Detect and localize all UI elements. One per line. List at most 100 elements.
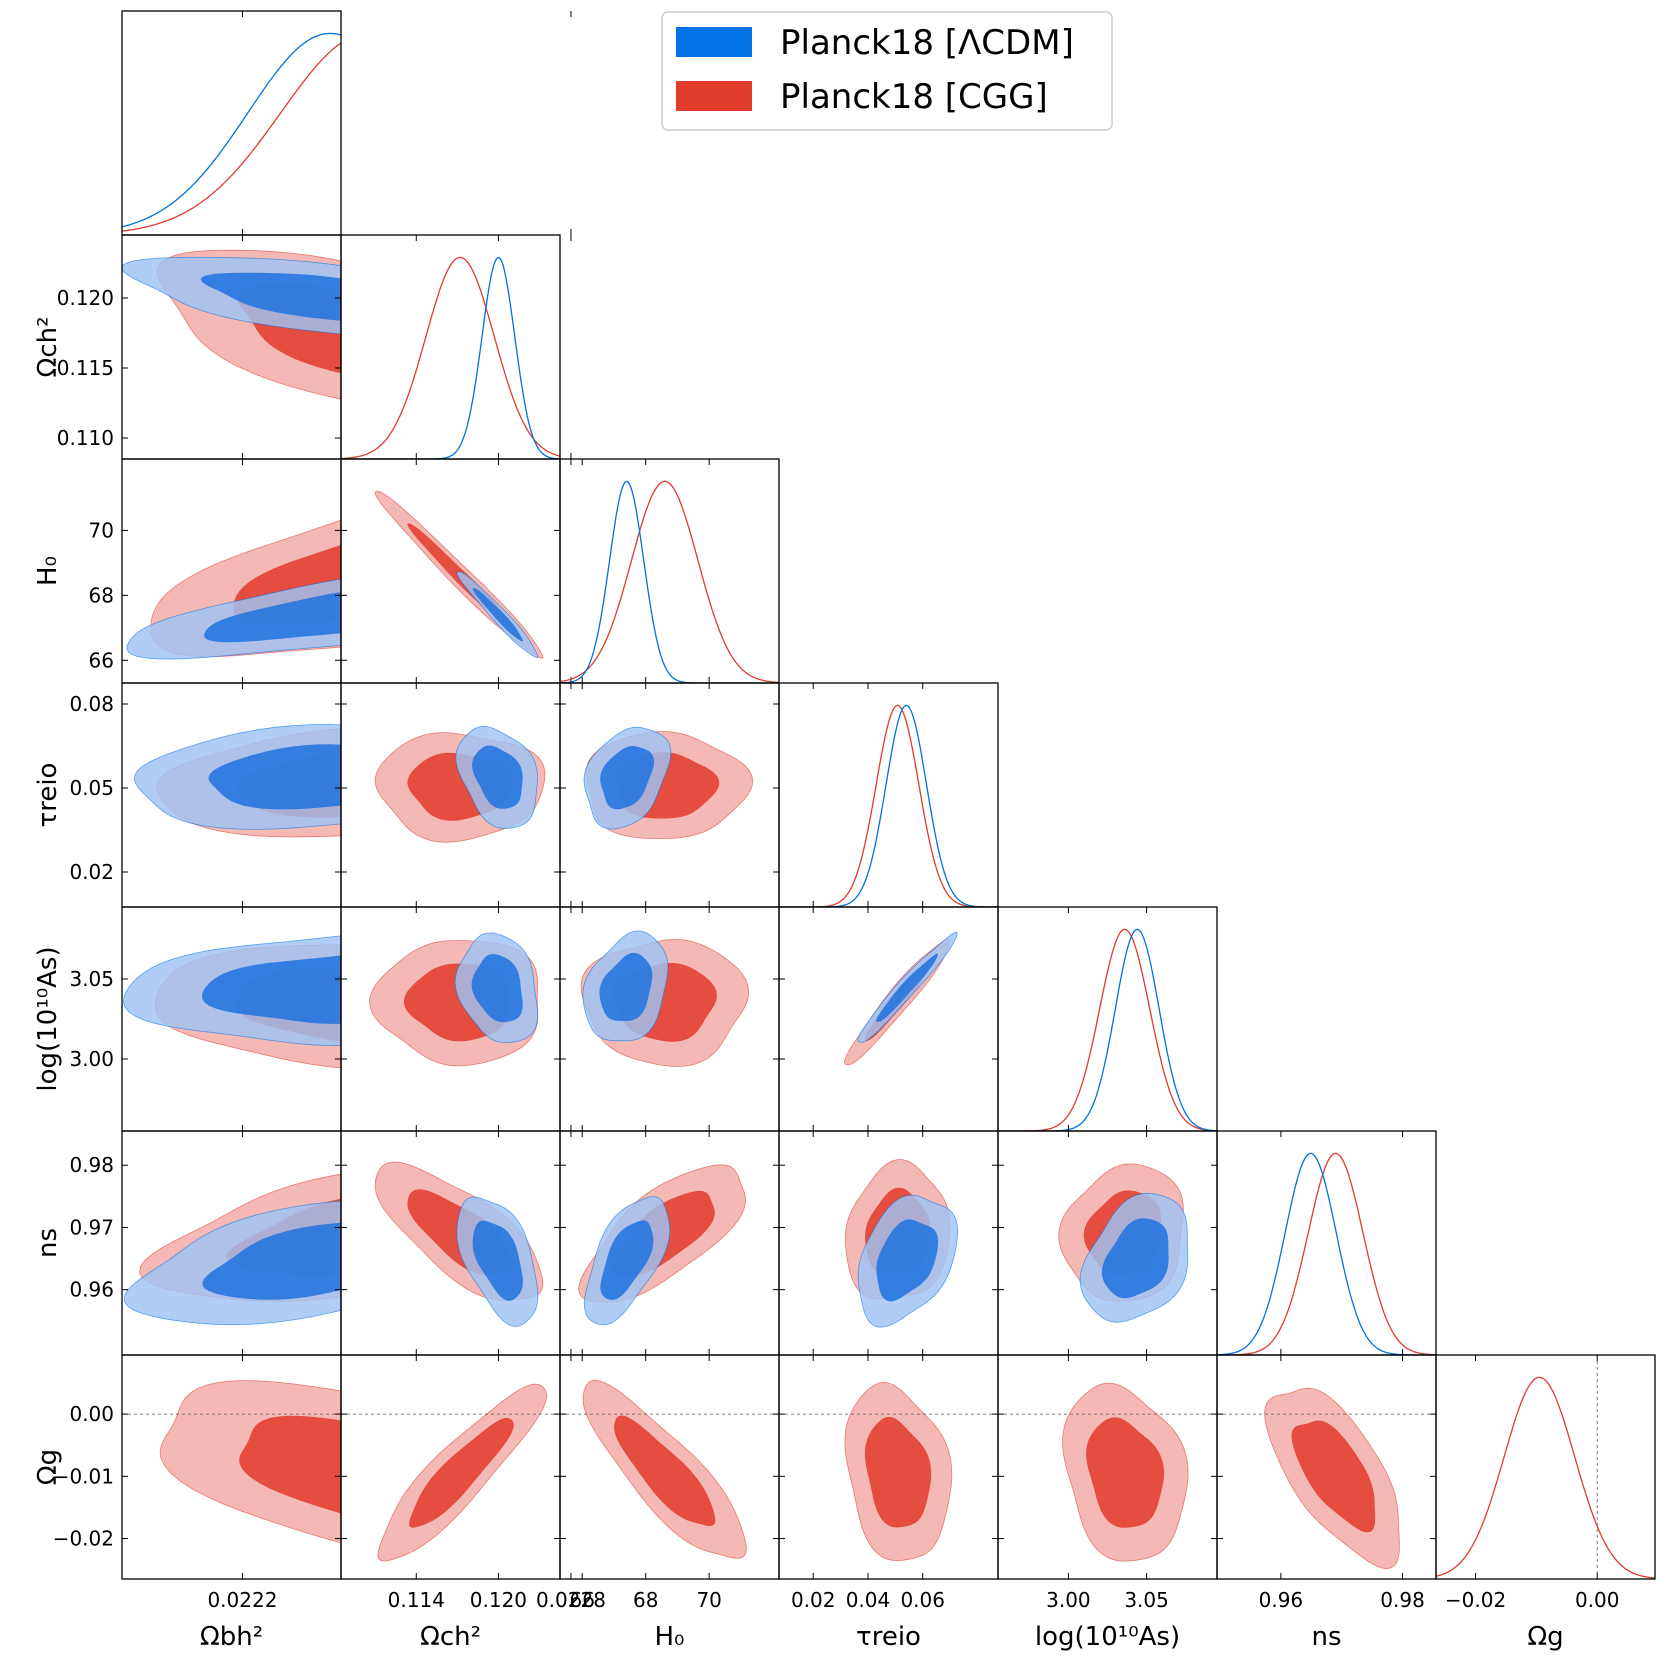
- panel-n_s-H0: [559, 1130, 780, 1356]
- panel-content: [374, 1161, 544, 1327]
- contour-1sigma-lcdm: [471, 954, 523, 1023]
- legend-swatch-cgg: [676, 81, 752, 111]
- contour-1sigma-cgg: [1086, 1417, 1164, 1528]
- panel-H0-H0: [559, 458, 780, 684]
- contour-1sigma-lcdm: [208, 744, 341, 810]
- panel-content: [583, 726, 754, 839]
- y-tick-label-logA: 3.05: [69, 967, 114, 991]
- panel-omega_g-H0: 66 68 70: [559, 1354, 780, 1612]
- panel-content: [560, 480, 779, 683]
- panel-logA-omegach2: [340, 906, 561, 1132]
- panel-omegach2-omegabh2: 0.120 0.115 0.110: [57, 234, 572, 460]
- x-tick-label-omegach2: 0.120: [470, 1588, 527, 1612]
- y-tick-label-tau_reio: 0.05: [69, 776, 114, 800]
- y-axis-label-omegach2: Ωch²: [33, 316, 63, 377]
- marginal-curve-n_s-lcdm: [1217, 1152, 1436, 1355]
- y-axis-label-n_s: ns: [33, 1228, 63, 1258]
- panel-frame: [997, 906, 1218, 1132]
- x-tick-label-n_s: 0.98: [1380, 1588, 1425, 1612]
- panel-content: [1217, 1387, 1436, 1570]
- panel-content: [1058, 1163, 1189, 1323]
- panel-content: [578, 1164, 747, 1326]
- marginal-curve-logA-lcdm: [998, 928, 1217, 1131]
- panel-content: [374, 725, 546, 843]
- x-axis-label-tau_reio: τreio: [856, 1622, 921, 1652]
- x-tick-label-H0: 68: [633, 1588, 658, 1612]
- panels-layer: 0.1200.1150.1107068660.080.050.023.053.0…: [33, 10, 1656, 1652]
- panel-frame: [121, 10, 342, 236]
- y-tick-label-H0: 70: [89, 518, 114, 542]
- y-tick-label-omega_g: −0.02: [53, 1527, 114, 1551]
- panel-content: [341, 1383, 560, 1562]
- x-tick-label-tau_reio: 0.06: [900, 1588, 945, 1612]
- contour-1sigma-cgg: [1291, 1420, 1376, 1533]
- contour-1sigma-lcdm: [472, 745, 523, 809]
- panel-logA-tau_reio: [778, 906, 999, 1132]
- x-tick-label-H0: 70: [696, 1588, 721, 1612]
- marginal-curve-logA-cgg: [998, 928, 1217, 1131]
- x-axis-label-omega_g: Ωg: [1527, 1622, 1563, 1652]
- y-axis-label-logA: log(10¹⁰As): [33, 946, 63, 1091]
- marginal-curve-H0-cgg: [560, 480, 779, 683]
- contour-1sigma-lcdm: [201, 955, 341, 1024]
- y-tick-label-logA: 3.00: [69, 1047, 114, 1071]
- marginal-curve-n_s-cgg: [1217, 1152, 1436, 1355]
- panel-n_s-omegabh2: 0.98 0.97 0.96: [69, 1130, 572, 1356]
- panel-omega_g-omegabh2: 0.0222 0.0228 0.00 −0.01 −0.02: [53, 1354, 606, 1612]
- contour-1sigma-lcdm: [1101, 1218, 1169, 1299]
- legend-swatch-lcdm: [676, 27, 752, 57]
- panel-frame: [340, 234, 561, 460]
- y-tick-label-omega_g: 0.00: [69, 1402, 114, 1426]
- contour-1sigma-lcdm: [472, 588, 523, 642]
- marginal-curve-omega_g-cgg: [1436, 1376, 1655, 1579]
- panel-n_s-n_s: [1216, 1130, 1437, 1356]
- marginal-curve-tau_reio-cgg: [779, 704, 998, 907]
- contour-1sigma-cgg: [614, 1415, 716, 1526]
- panel-omega_g-omegach2: 0.114 0.120: [340, 1354, 561, 1612]
- y-axis-label-H0: H₀: [33, 556, 63, 586]
- panel-tau_reio-omegabh2: 0.08 0.05 0.02: [69, 682, 572, 908]
- panel-content: [1436, 1355, 1655, 1579]
- legend-label-cgg: Planck18 [CGG]: [780, 77, 1048, 117]
- panel-omega_g-tau_reio: 0.02 0.04 0.06: [778, 1354, 999, 1612]
- x-tick-label-n_s: 0.96: [1259, 1588, 1304, 1612]
- y-tick-label-tau_reio: 0.08: [69, 692, 114, 716]
- panel-H0-omegach2: [340, 458, 561, 684]
- contour-1sigma-lcdm: [200, 272, 341, 321]
- contour-1sigma-lcdm: [600, 1220, 654, 1300]
- x-tick-label-logA: 3.00: [1046, 1588, 1091, 1612]
- panel-content: [374, 491, 544, 659]
- panel-H0-omegabh2: 70 68 66: [89, 458, 572, 684]
- x-tick-label-omegach2: 0.114: [388, 1588, 445, 1612]
- y-tick-label-n_s: 0.98: [69, 1153, 114, 1177]
- panel-logA-logA: [997, 906, 1218, 1132]
- panel-content: [1217, 1152, 1436, 1355]
- panel-omega_g-n_s: 0.96 0.98: [1216, 1354, 1437, 1612]
- x-tick-label-omega_g: −0.02: [1445, 1588, 1506, 1612]
- panel-content: [126, 519, 341, 660]
- marginal-curve-tau_reio-lcdm: [779, 704, 998, 907]
- panel-tau_reio-omegach2: [340, 682, 561, 908]
- panel-content: [779, 1381, 998, 1562]
- y-tick-label-n_s: 0.96: [69, 1278, 114, 1302]
- panel-frame: [778, 682, 999, 908]
- y-axis-label-omega_g: Ωg: [33, 1449, 63, 1485]
- y-tick-label-omegach2: 0.120: [57, 286, 114, 310]
- x-axis-label-omegach2: Ωch²: [420, 1622, 481, 1652]
- panel-frame: [1435, 1354, 1656, 1580]
- panel-omega_g-omega_g: −0.02 0.00: [1435, 1354, 1656, 1612]
- contour-1sigma-lcdm: [472, 1220, 523, 1301]
- x-axis-label-n_s: ns: [1311, 1622, 1341, 1652]
- panel-content: [123, 935, 341, 1069]
- panel-content: [122, 249, 341, 400]
- panel-content: [122, 1380, 341, 1544]
- contour-1sigma-lcdm: [876, 953, 938, 1022]
- legend-label-lcdm: Planck18 [ΛCDM]: [780, 23, 1074, 63]
- x-axis-label-H0: H₀: [655, 1622, 685, 1652]
- x-axis-label-omegabh2: Ωbh²: [200, 1622, 263, 1652]
- y-tick-label-omegach2: 0.110: [57, 426, 114, 450]
- panel-content: [998, 1382, 1217, 1562]
- panel-content: [998, 928, 1217, 1131]
- x-tick-label-omegabh2: 0.0228: [536, 1588, 606, 1612]
